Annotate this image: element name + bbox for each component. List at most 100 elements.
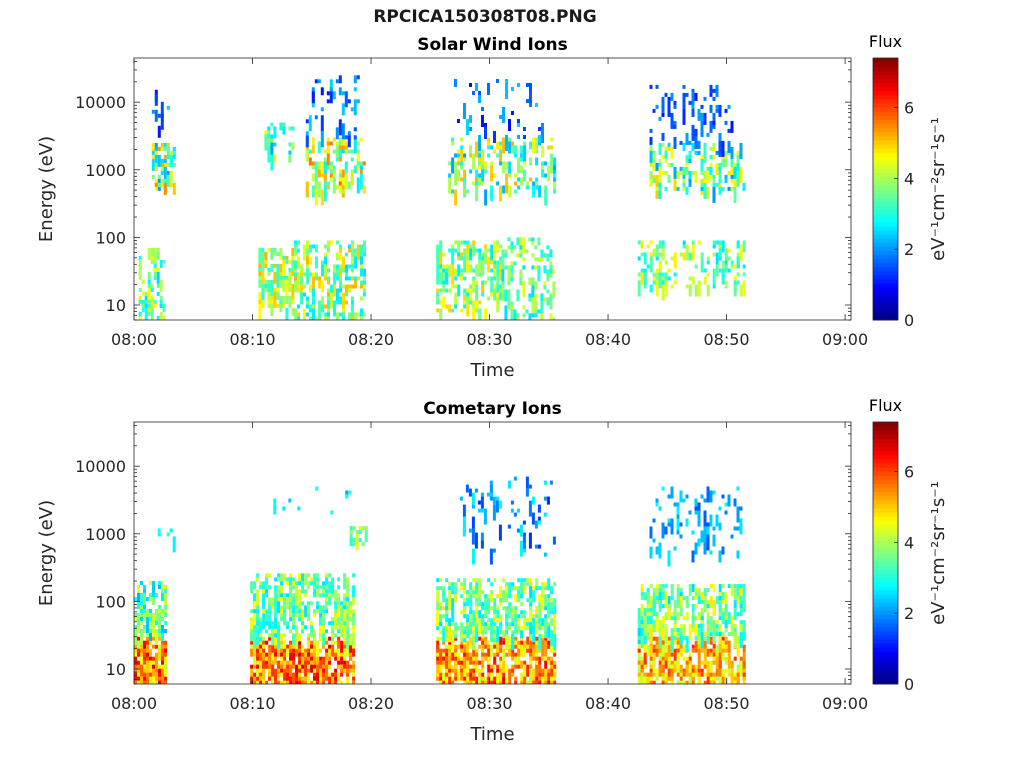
flux-cell: [510, 508, 514, 513]
flux-cell: [541, 145, 545, 158]
flux-cell: [505, 185, 509, 194]
flux-cell: [151, 158, 155, 171]
flux-cell: [490, 598, 494, 603]
flux-cell: [517, 123, 520, 127]
flux-cell: [463, 169, 467, 182]
flux-cell: [649, 668, 653, 673]
flux-cell: [259, 629, 263, 634]
flux-cell: [505, 652, 509, 657]
flux-cell: [359, 137, 363, 142]
flux-cell: [320, 189, 324, 206]
flux-cell: [316, 589, 320, 598]
flux-cell: [329, 165, 333, 170]
flux-cell: [343, 605, 347, 610]
flux-cell: [700, 672, 704, 677]
flux-cell: [297, 312, 300, 320]
flux-cell: [652, 178, 656, 183]
flux-cell: [709, 490, 713, 503]
colorbar-segment: [873, 503, 898, 509]
flux-cell: [445, 652, 449, 657]
colorbar-segment: [873, 98, 898, 104]
flux-cell: [309, 272, 312, 277]
flux-cell: [499, 115, 502, 119]
colorbar-segment: [873, 180, 898, 186]
flux-cell: [481, 165, 485, 170]
flux-cell: [454, 630, 458, 635]
flux-cell: [138, 311, 142, 316]
colorbar-segment: [873, 74, 898, 79]
flux-cell: [550, 664, 554, 669]
colorbar-tick-label: 0: [904, 311, 914, 330]
flux-cell: [538, 664, 542, 673]
flux-cell: [490, 173, 494, 178]
flux-cell: [724, 248, 728, 253]
flux-cell: [320, 87, 324, 96]
flux-cell: [543, 512, 547, 517]
flux-cell: [529, 103, 532, 107]
flux-cell: [481, 153, 485, 170]
flux-cell: [253, 625, 257, 630]
flux-cell: [679, 648, 683, 653]
flux-cell: [733, 284, 737, 297]
flux-cell: [480, 496, 484, 509]
flux-cell: [478, 260, 482, 269]
flux-cell: [517, 614, 521, 619]
flux-cell: [532, 626, 536, 631]
flux-cell: [276, 271, 280, 288]
flux-cell: [325, 660, 329, 665]
flux-cell: [351, 268, 354, 273]
flux-cell: [292, 648, 296, 653]
flux-cell: [721, 636, 725, 641]
colorbar-segment: [873, 287, 898, 292]
flux-cell: [469, 660, 473, 665]
flux-cell: [351, 284, 354, 289]
flux-cell: [469, 127, 472, 131]
flux-cell: [454, 634, 458, 639]
flux-cell: [301, 581, 305, 594]
flux-cell: [460, 644, 464, 649]
flux-cell: [466, 264, 470, 273]
flux-cell: [436, 586, 440, 591]
flux-cell: [685, 518, 689, 527]
flux-cell: [493, 268, 497, 281]
flux-cell: [282, 259, 286, 264]
flux-cell: [159, 259, 163, 268]
flux-cell: [676, 668, 680, 673]
flux-cell: [288, 259, 292, 264]
flux-cell: [733, 636, 737, 649]
flux-cell: [504, 289, 508, 302]
flux-cell: [160, 162, 164, 167]
flux-cell: [276, 291, 280, 300]
flux-cell: [718, 256, 722, 261]
flux-cell: [328, 593, 332, 598]
colorbar-segment: [873, 311, 898, 317]
flux-cell: [534, 520, 538, 529]
flux-cell: [730, 260, 734, 265]
flux-cell: [534, 313, 538, 318]
flux-cell: [649, 252, 653, 257]
flux-cell: [546, 301, 550, 306]
flux-cell: [525, 309, 529, 314]
flux-cell: [718, 668, 722, 684]
flux-cell: [342, 268, 345, 273]
flux-cell: [520, 660, 524, 669]
flux-cell: [345, 292, 348, 297]
flux-cell: [715, 182, 719, 187]
flux-cell: [439, 606, 443, 611]
colorbar-segment: [873, 160, 898, 165]
flux-cell: [475, 300, 479, 309]
flux-cell: [306, 300, 309, 305]
flux-cell: [349, 538, 353, 543]
flux-cell: [161, 633, 164, 641]
flux-cell: [319, 676, 323, 681]
flux-cell: [736, 272, 740, 277]
flux-cell: [149, 676, 152, 681]
y-tick-label: 100: [95, 228, 126, 247]
flux-cell: [493, 260, 497, 265]
flux-cell: [283, 617, 287, 622]
flux-cell: [262, 621, 266, 626]
flux-cell: [451, 610, 455, 623]
flux-cell: [664, 676, 668, 681]
flux-cell: [649, 676, 653, 681]
flux-cell: [523, 648, 527, 653]
